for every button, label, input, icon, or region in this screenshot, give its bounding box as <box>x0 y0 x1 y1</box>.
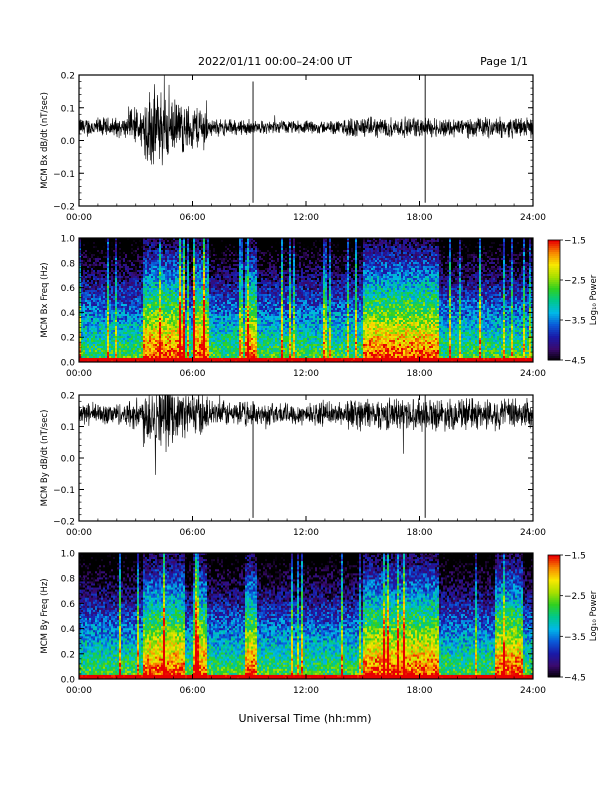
y-axis-label: MCM By Freq (Hz) <box>40 578 50 653</box>
colorbar-tick-label: −4.5 <box>564 674 586 684</box>
y-axis-label: MCM Bx Freq (Hz) <box>40 262 50 337</box>
x-tick-label: 12:00 <box>293 528 319 538</box>
x-tick-label: 24:00 <box>520 528 546 538</box>
figure-title: 2022/01/11 00:00–24:00 UT <box>198 55 352 68</box>
y-tick-label: 0.8 <box>61 575 76 585</box>
x-tick-label: 24:00 <box>520 369 546 379</box>
colorbar-tick-label: −3.5 <box>564 633 586 643</box>
y-tick-label: 0.8 <box>61 259 76 269</box>
colorbar-tick-label: −2.5 <box>564 277 586 287</box>
x-tick-label: 12:00 <box>293 213 319 223</box>
y-tick-label: 0.4 <box>61 625 76 635</box>
y-tick-label: 1.0 <box>61 235 76 245</box>
y-tick-label: 0.2 <box>61 72 75 82</box>
colorbar-tick-label: −4.5 <box>564 357 586 367</box>
y-tick-label: 0.6 <box>61 284 76 294</box>
x-tick-label: 06:00 <box>180 528 206 538</box>
panels: 0.20.10.0−0.1−0.200:00 06:00 12:00 18:00 24:… <box>40 72 599 697</box>
panel-1: 0.2 0.1 0.0 −0.1 −0.200:00 06:00 12:00 18:00 24:… <box>40 72 546 224</box>
panel-3: 0.2 0.1 0.0 −0.1 −0.200:00 06:00 12:00 18:00 24:… <box>40 392 546 539</box>
x-tick-label: 12:00 <box>293 369 319 379</box>
colorbar-tick-label: −3.5 <box>564 317 586 327</box>
x-tick-label: 00:00 <box>66 369 92 379</box>
x-tick-label: 00:00 <box>66 528 92 538</box>
x-axis-label: Universal Time (hh:mm) <box>239 712 372 725</box>
y-tick-label: −0.2 <box>53 203 75 213</box>
x-tick-label: 24:00 <box>520 213 546 223</box>
x-tick-label: 12:00 <box>293 686 319 696</box>
colorbar-tick-label: −2.5 <box>564 592 586 602</box>
x-tick-label: 18:00 <box>407 528 433 538</box>
x-tick-label: 06:00 <box>180 213 206 223</box>
x-tick-label: 06:00 <box>180 686 206 696</box>
signal-trace <box>78 74 534 166</box>
spectrogram-4 <box>79 553 534 680</box>
y-tick-label: 0.2 <box>61 650 75 660</box>
colorbar-label: Log₁₀ Power <box>589 274 599 325</box>
y-tick-label: 0.0 <box>61 359 76 369</box>
colorbar: −1.5 −2.5 −3.5 −4.5 Log₁₀ Power <box>547 552 599 684</box>
x-tick-label: 18:00 <box>407 369 433 379</box>
x-tick-label: 00:00 <box>66 213 92 223</box>
panel-4: 1.0 0.8 0.6 0.4 0.2 0.000:00 06:00 12:00 18:00 24… <box>40 550 546 697</box>
colorbar: −1.5 −2.5 −3.5 −4.5 Log₁₀ Power <box>547 237 599 367</box>
signal-trace <box>78 394 534 475</box>
y-tick-label: −0.2 <box>53 518 75 528</box>
x-tick-label: 06:00 <box>180 369 206 379</box>
y-tick-label: 0.0 <box>61 676 76 686</box>
x-tick-label: 24:00 <box>520 686 546 696</box>
panel-2: 1.0 0.8 0.6 0.4 0.2 0.000:00 06:00 12:00 18:00 24… <box>40 235 546 380</box>
x-tick-label: 00:00 <box>66 686 92 696</box>
y-tick-label: 0.1 <box>61 104 75 114</box>
y-axis-label: MCM Bx dB/dt (nT/sec) <box>40 92 50 189</box>
y-tick-label: 0.0 <box>61 137 76 147</box>
y-tick-label: 0.1 <box>61 423 75 433</box>
colorbar-label: Log₁₀ Power <box>589 590 599 641</box>
y-tick-label: 0.2 <box>61 334 75 344</box>
colorbar-tick-label: −1.5 <box>564 237 586 247</box>
y-tick-label: −0.1 <box>53 486 75 496</box>
y-tick-label: −0.1 <box>53 170 75 180</box>
x-tick-label: 18:00 <box>407 213 433 223</box>
spectrogram-2 <box>79 238 534 363</box>
y-tick-label: 0.4 <box>61 309 76 319</box>
y-tick-label: 1.0 <box>61 550 76 560</box>
y-tick-label: 0.6 <box>61 600 76 610</box>
page-indicator: Page 1/1 <box>480 55 528 68</box>
y-axis-label: MCM By dB/dt (nT/sec) <box>40 410 50 507</box>
y-tick-label: 0.2 <box>61 392 75 402</box>
y-tick-label: 0.0 <box>61 455 76 465</box>
x-tick-label: 18:00 <box>407 686 433 696</box>
colorbar-tick-label: −1.5 <box>564 552 586 562</box>
